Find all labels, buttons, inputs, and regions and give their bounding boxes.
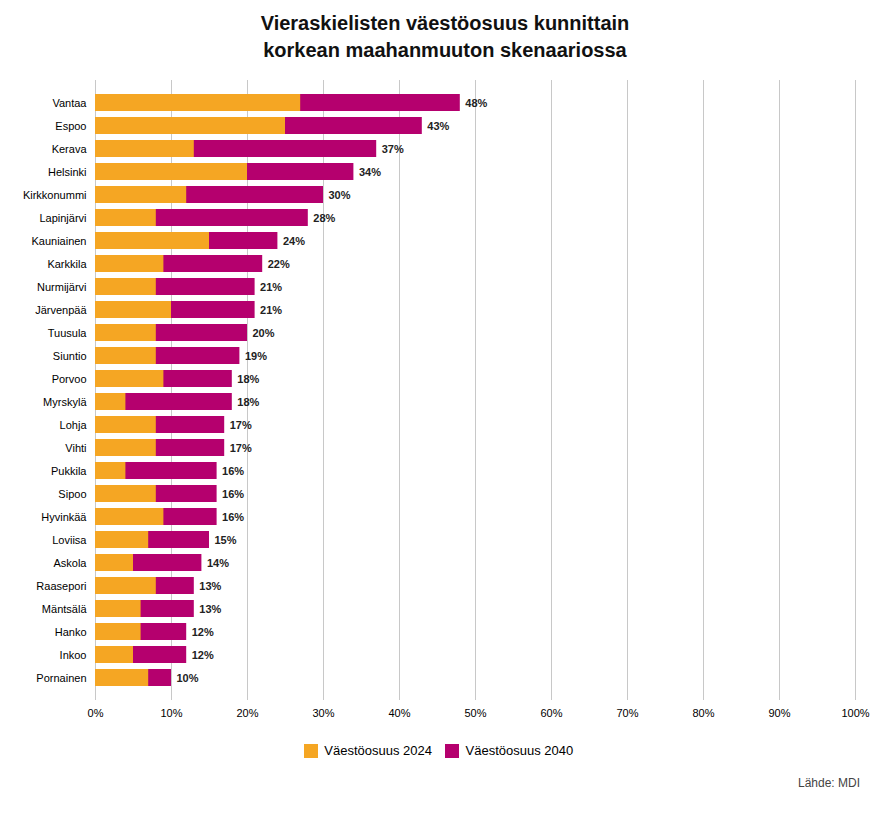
svg-text:40%: 40% [388,707,410,719]
svg-text:28%: 28% [313,212,335,224]
svg-text:20%: 20% [253,327,275,339]
svg-text:Lohja: Lohja [60,419,88,431]
svg-text:Vihti: Vihti [65,442,86,454]
svg-text:90%: 90% [768,707,790,719]
svg-text:Mäntsälä: Mäntsälä [42,603,88,615]
svg-text:10%: 10% [160,707,182,719]
svg-text:Espoo: Espoo [55,120,86,132]
svg-text:17%: 17% [230,442,252,454]
svg-text:Tuusula: Tuusula [48,327,88,339]
svg-text:0%: 0% [88,707,104,719]
svg-text:Lapinjärvi: Lapinjärvi [39,212,86,224]
svg-text:24%: 24% [283,235,305,247]
svg-text:80%: 80% [692,707,714,719]
svg-text:Askola: Askola [53,557,87,569]
svg-text:Hanko: Hanko [55,626,87,638]
svg-text:48%: 48% [465,97,487,109]
svg-text:16%: 16% [222,465,244,477]
svg-text:Karkkila: Karkkila [47,258,87,270]
svg-text:16%: 16% [222,511,244,523]
svg-text:18%: 18% [237,373,259,385]
svg-text:22%: 22% [268,258,290,270]
svg-text:70%: 70% [616,707,638,719]
svg-text:Kerava: Kerava [52,143,88,155]
svg-text:12%: 12% [192,626,214,638]
svg-text:Kirkkonummi: Kirkkonummi [23,189,87,201]
svg-text:Sipoo: Sipoo [58,488,86,500]
svg-text:60%: 60% [540,707,562,719]
svg-text:21%: 21% [260,281,282,293]
svg-text:Porvoo: Porvoo [52,373,87,385]
svg-text:16%: 16% [222,488,244,500]
svg-text:15%: 15% [215,534,237,546]
svg-text:13%: 13% [199,603,221,615]
svg-text:Inkoo: Inkoo [60,649,87,661]
svg-text:13%: 13% [199,580,221,592]
svg-text:10%: 10% [177,672,199,684]
svg-text:Nurmijärvi: Nurmijärvi [37,281,87,293]
svg-text:Pukkila: Pukkila [51,465,87,477]
svg-text:Vantaa: Vantaa [52,97,87,109]
svg-text:37%: 37% [382,143,404,155]
svg-text:34%: 34% [359,166,381,178]
html-text:Vieraskielisten väestöosuus ku: Vieraskielisten väestöosuus kunnittain k… [260,12,630,61]
svg-text:Raasepori: Raasepori [36,580,86,592]
svg-text:Loviisa: Loviisa [52,534,87,546]
html-text:Väestöosuus 2024: Väestöosuus 2024 [324,743,432,758]
svg-text:Helsinki: Helsinki [48,166,87,178]
svg-text:43%: 43% [427,120,449,132]
svg-text:18%: 18% [237,396,259,408]
svg-text:Myrskylä: Myrskylä [43,396,87,408]
svg-text:14%: 14% [207,557,229,569]
svg-text:17%: 17% [230,419,252,431]
svg-text:Hyvinkää: Hyvinkää [41,511,87,523]
svg-text:30%: 30% [329,189,351,201]
svg-text:19%: 19% [245,350,267,362]
html-text:Lähde: MDI: Lähde: MDI [798,775,860,790]
html-text:Väestöosuus 2040: Väestöosuus 2040 [465,743,574,758]
svg-text:Kauniainen: Kauniainen [31,235,86,247]
svg-text:50%: 50% [464,707,486,719]
svg-text:21%: 21% [260,304,282,316]
svg-text:12%: 12% [192,649,214,661]
svg-text:20%: 20% [236,707,258,719]
svg-text:Pornainen: Pornainen [36,672,86,684]
svg-text:Järvenpää: Järvenpää [35,304,87,316]
svg-text:30%: 30% [312,707,334,719]
svg-text:100%: 100% [841,707,869,719]
svg-text:Siuntio: Siuntio [53,350,87,362]
